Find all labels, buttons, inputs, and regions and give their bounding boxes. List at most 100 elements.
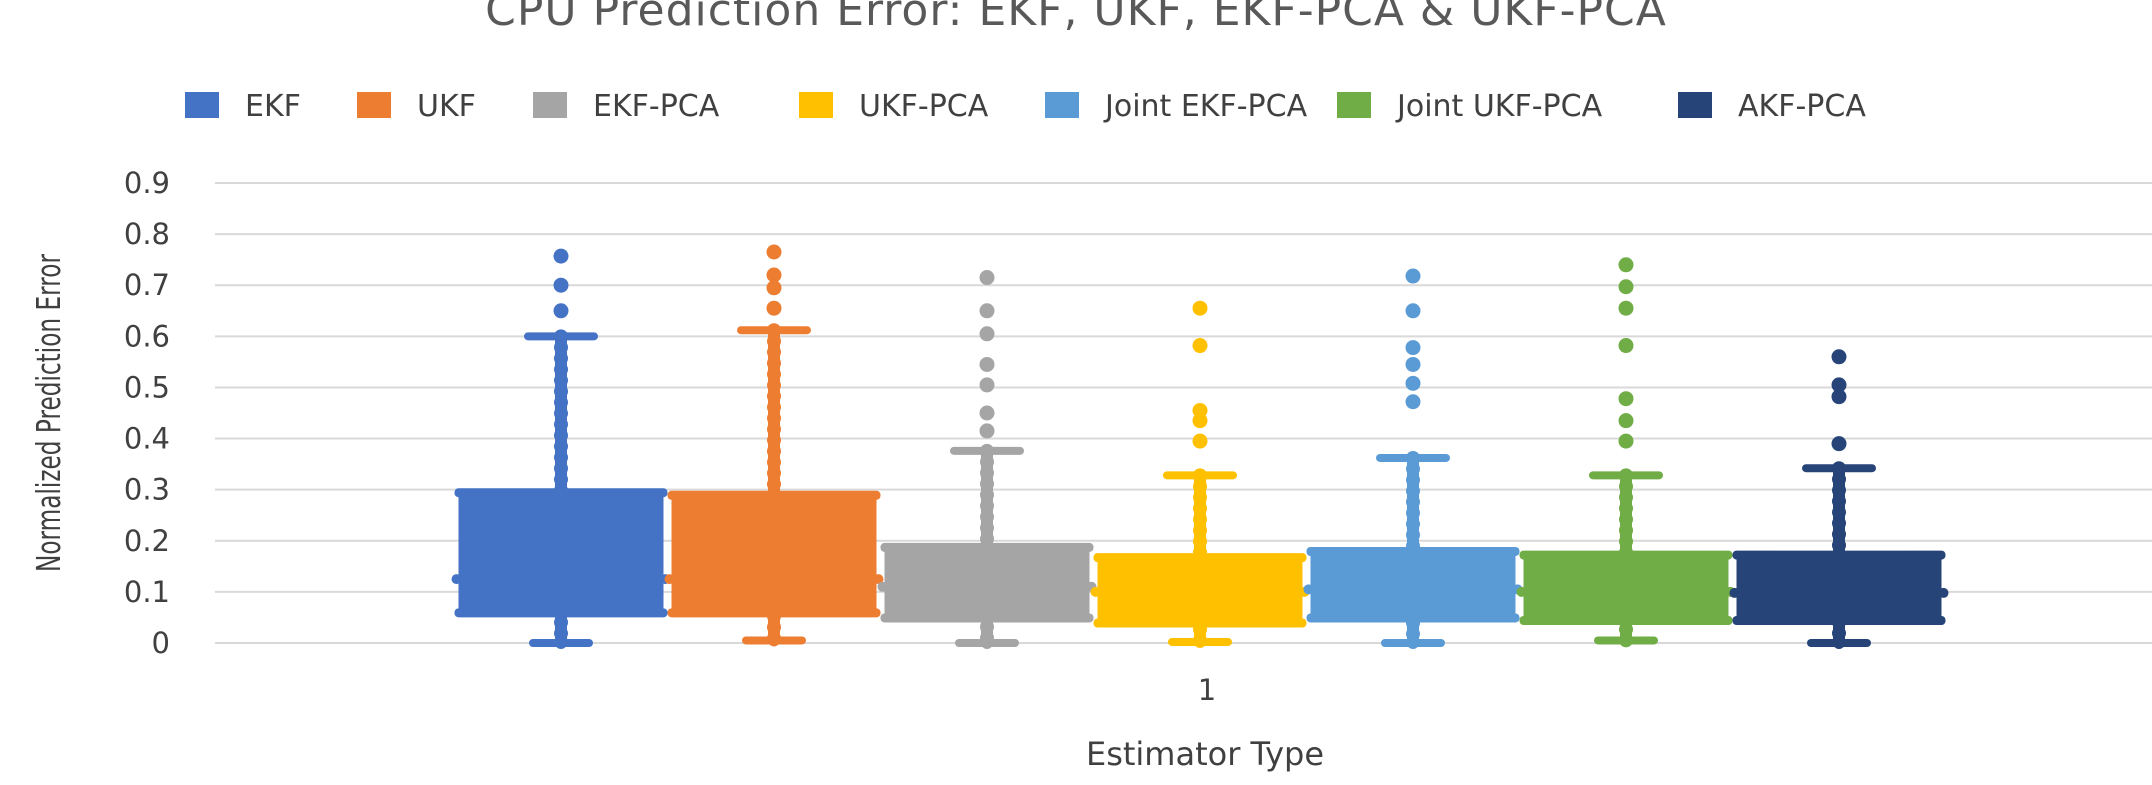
whisker-cap-max — [737, 326, 811, 335]
whisker-cap-max — [1163, 471, 1237, 480]
box-series — [451, 248, 671, 649]
box — [884, 546, 1090, 618]
box — [1736, 554, 1942, 620]
whisker-cap-max — [1376, 453, 1450, 462]
data-point — [767, 444, 781, 459]
whisker-cap-min — [1381, 639, 1445, 647]
outlier-point — [979, 423, 995, 439]
data-point — [1619, 534, 1633, 549]
data-point — [554, 450, 568, 465]
data-point — [767, 356, 781, 371]
outlier-point — [553, 303, 569, 319]
outlier-point — [766, 280, 782, 296]
outlier-point — [1192, 300, 1208, 316]
data-point — [1193, 479, 1207, 494]
box-series — [1516, 257, 1736, 648]
outlier-point — [1618, 433, 1634, 449]
median-marker — [1303, 584, 1314, 595]
median-marker — [1516, 586, 1527, 597]
outlier-point — [1405, 268, 1421, 284]
data-point — [1832, 472, 1846, 487]
whisker-cap-min — [1168, 637, 1232, 646]
legend-label: Joint EKF-PCA — [1103, 89, 1308, 124]
median-marker — [873, 574, 884, 585]
outlier-point — [1405, 375, 1421, 391]
outlier-point — [766, 267, 782, 283]
box-q3-edge — [880, 542, 1094, 552]
outlier-point — [1405, 303, 1421, 319]
data-point — [1406, 527, 1420, 542]
outlier-point — [979, 303, 995, 319]
whisker-cap-max — [1802, 464, 1876, 473]
data-point — [767, 620, 781, 635]
data-point — [1193, 501, 1207, 516]
box — [671, 494, 877, 613]
data-point — [554, 362, 568, 377]
whisker-cap-max — [524, 332, 598, 341]
outlier-point — [1831, 436, 1847, 452]
data-point — [767, 334, 781, 349]
outlier-point — [1618, 257, 1634, 273]
y-tick-label: 0.9 — [124, 166, 170, 200]
box-q1-edge — [1519, 616, 1733, 625]
box-q3-edge — [667, 490, 881, 500]
data-point — [1832, 494, 1846, 509]
box-series — [1090, 300, 1310, 648]
box — [1523, 554, 1729, 620]
x-axis-title: Estimator Type — [1086, 735, 1324, 773]
legend-label: EKF-PCA — [593, 89, 720, 124]
y-tick-label: 0.6 — [124, 319, 170, 353]
outlier-point — [553, 248, 569, 264]
data-point — [1832, 483, 1846, 498]
outlier-point — [1618, 279, 1634, 295]
box-q1-edge — [1306, 613, 1520, 623]
median-marker — [664, 574, 675, 585]
median-marker — [1090, 586, 1101, 597]
legend-label: Joint UKF-PCA — [1395, 89, 1603, 124]
box-series — [1303, 268, 1523, 649]
legend-swatch — [357, 92, 391, 118]
data-point — [980, 619, 994, 634]
outlier-point — [766, 244, 782, 260]
legend-label: AKF-PCA — [1738, 89, 1866, 124]
y-tick-label: 0 — [152, 626, 170, 660]
data-point — [1619, 622, 1633, 637]
box — [458, 492, 664, 613]
data-point — [980, 520, 994, 535]
box-q1-edge — [454, 608, 668, 618]
data-point — [980, 454, 994, 469]
data-point — [1406, 516, 1420, 531]
data-point — [1619, 490, 1633, 505]
whisker-cap-min — [529, 639, 593, 647]
data-point — [1193, 512, 1207, 527]
outlier-point — [979, 326, 995, 342]
box-q3-edge — [1306, 547, 1520, 556]
data-point — [980, 487, 994, 502]
data-point — [980, 465, 994, 480]
legend-swatch — [1678, 92, 1712, 118]
box-q3-edge — [1519, 550, 1733, 560]
data-point — [980, 498, 994, 513]
whisker-cap-max — [950, 446, 1024, 455]
outlier-point — [1618, 300, 1634, 316]
data-point — [1832, 516, 1846, 531]
legend-swatch — [1337, 92, 1371, 118]
legend: EKF UKF EKF-PCA UKF-PCA Joint EKF-PCA Joint U… — [185, 89, 1866, 124]
y-tick-label: 0.1 — [124, 575, 170, 609]
median-marker — [451, 574, 462, 585]
data-point — [767, 400, 781, 415]
outlier-point — [1618, 391, 1634, 407]
data-point — [554, 615, 568, 630]
box-series — [664, 244, 884, 647]
data-point — [1193, 534, 1207, 549]
outlier-point — [1831, 389, 1847, 405]
y-tick-label: 0.2 — [124, 524, 170, 558]
plot-area — [451, 244, 1949, 649]
y-axis-ticks: 0 0.1 0.2 0.3 0.4 0.5 0.6 0.7 0.8 0.9 — [124, 166, 170, 660]
y-tick-label: 0.3 — [124, 473, 170, 507]
box — [1097, 557, 1303, 623]
data-point — [980, 509, 994, 524]
data-point — [554, 428, 568, 443]
legend-label: UKF — [417, 89, 476, 124]
box-series — [877, 270, 1097, 649]
